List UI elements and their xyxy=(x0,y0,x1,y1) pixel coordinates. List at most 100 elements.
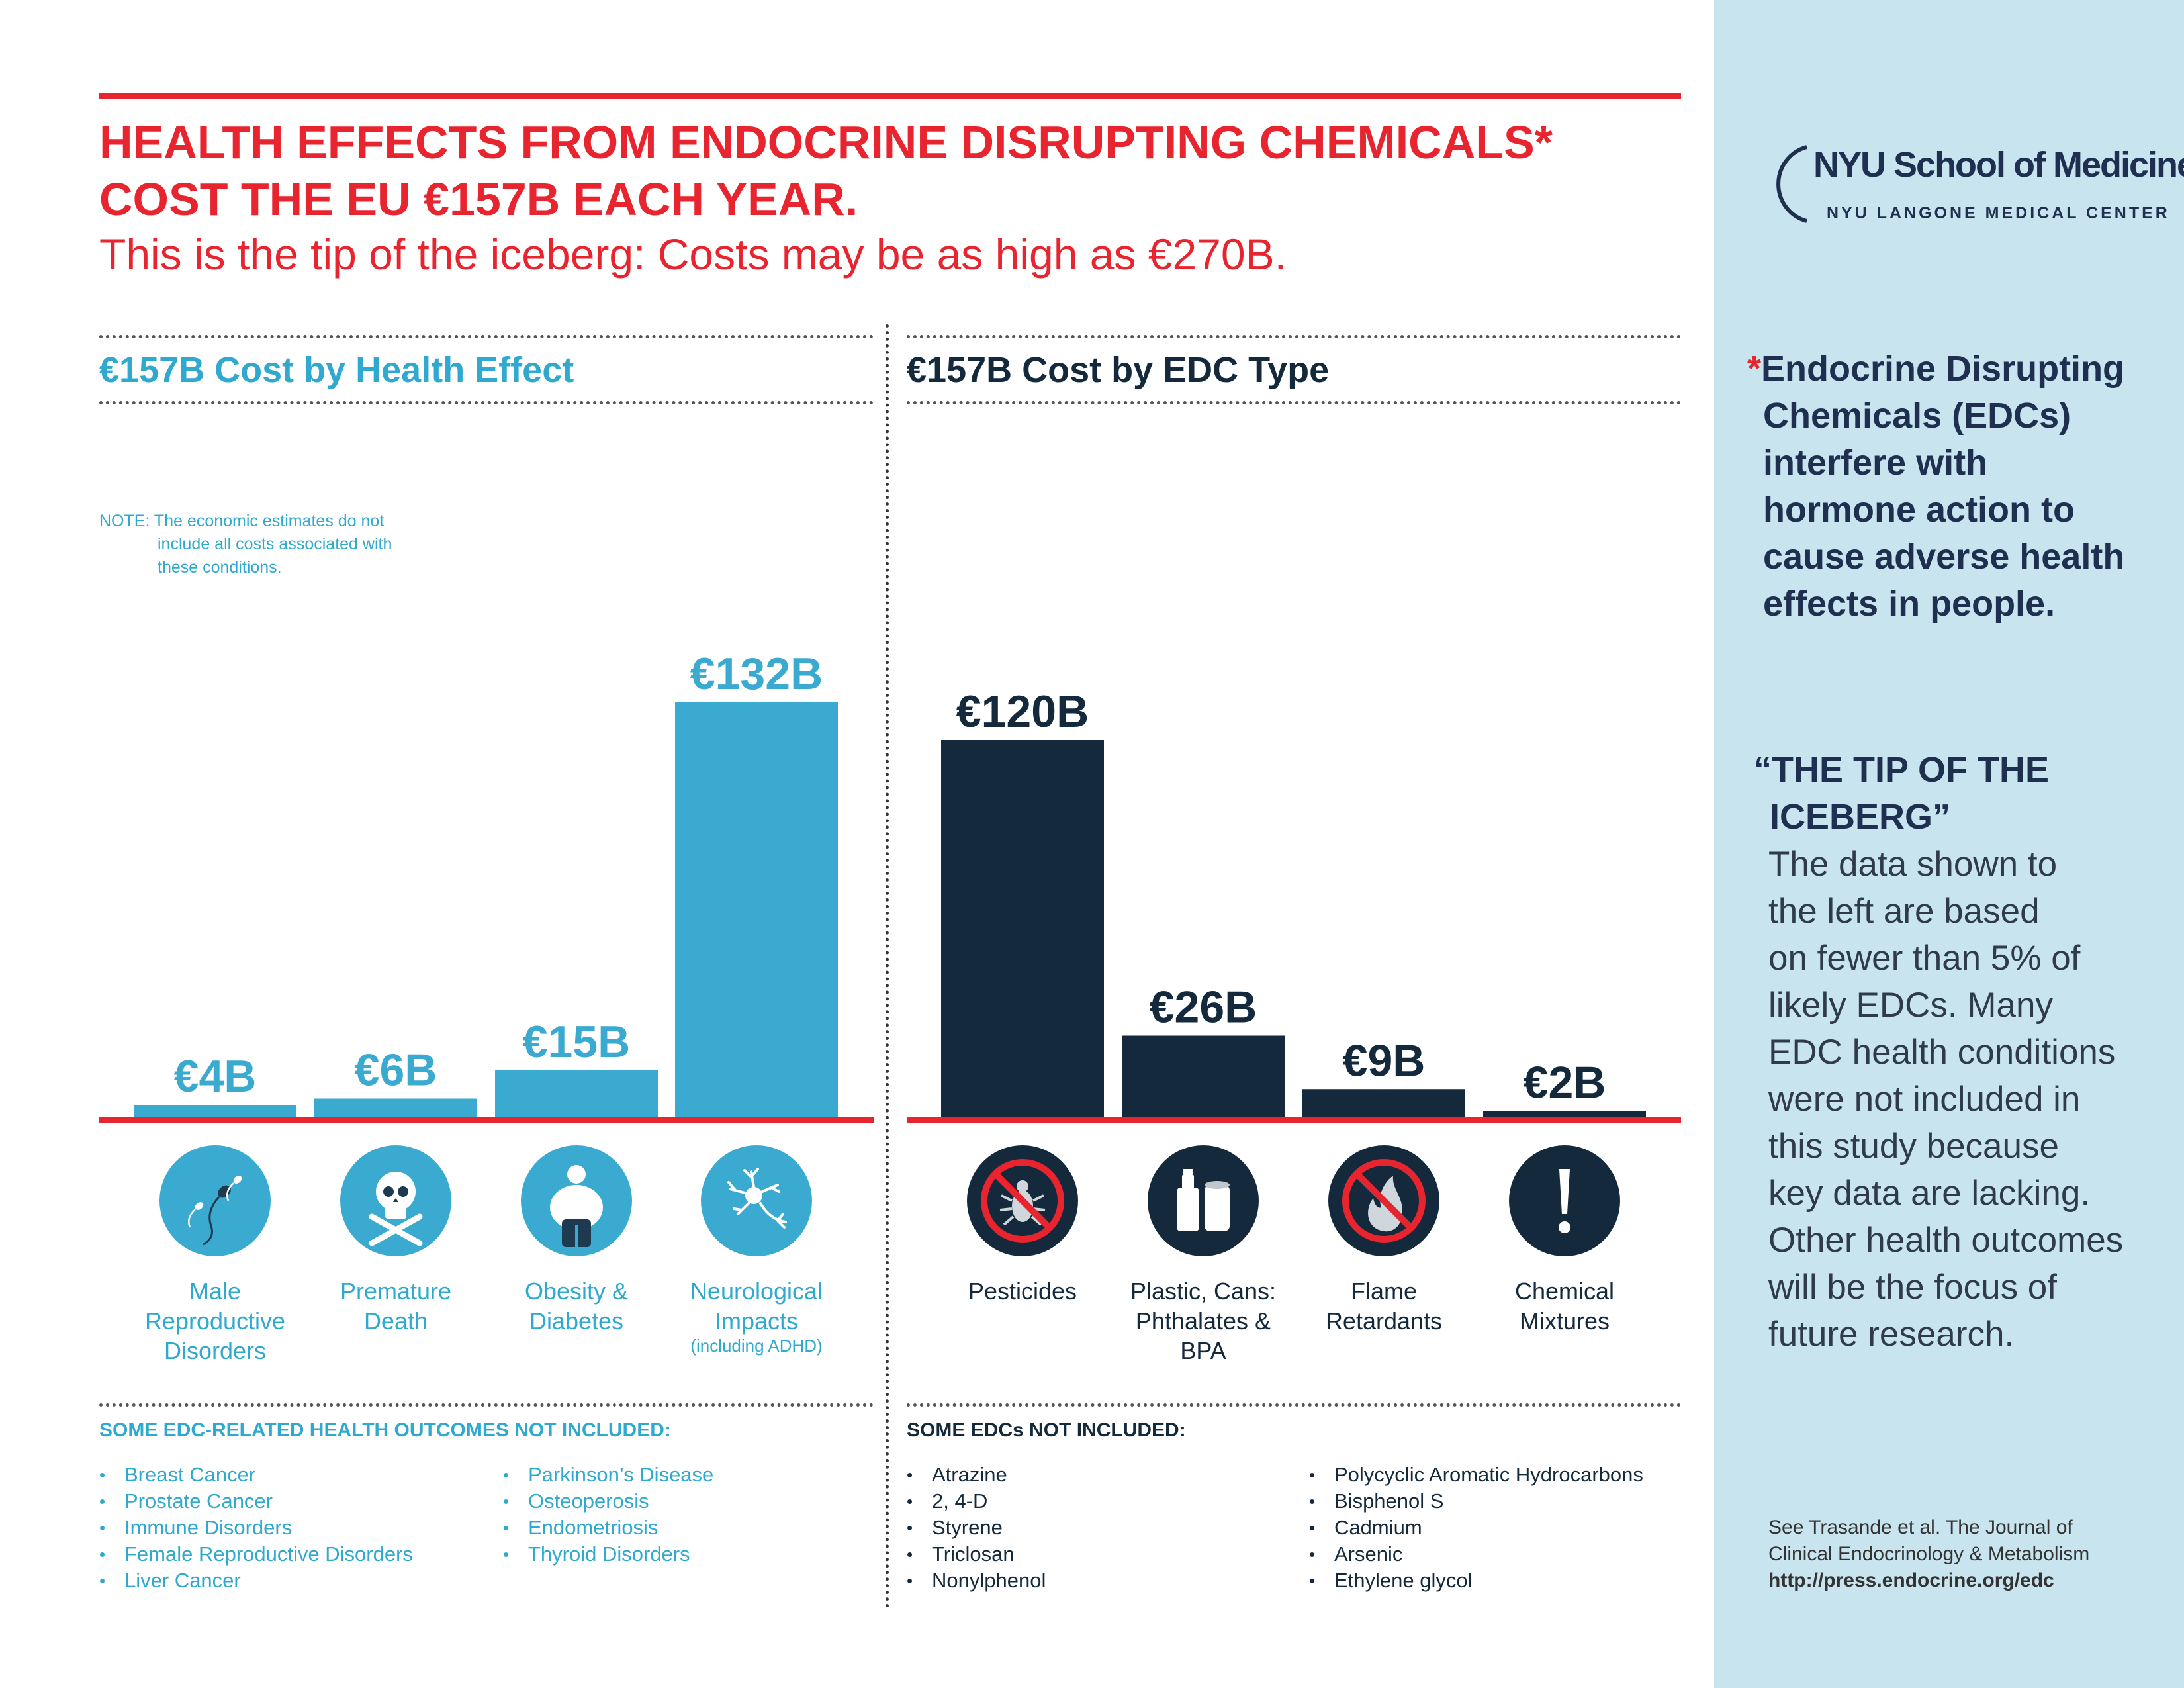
tip-body-line: will be the focus of xyxy=(1768,1268,2058,1307)
logo-name: NYU School of Medicine xyxy=(1813,145,2184,185)
list-item: Endometriosis xyxy=(503,1515,713,1541)
edc-definition: *Endocrine Disrupting Chemicals (EDCs) int… xyxy=(1747,346,2171,628)
reference-link[interactable]: http://press.endocrine.org/edc xyxy=(1768,1570,2054,1591)
category-label: Chemical Mixtures xyxy=(1479,1276,1651,1336)
tip-body-line: were not included in xyxy=(1768,1080,2081,1119)
list-item: Female Reproductive Disorders xyxy=(99,1541,413,1568)
list-item: Prostate Cancer xyxy=(99,1488,413,1515)
category-label-line: Reproductive xyxy=(144,1307,286,1335)
definition-line: interfere with xyxy=(1763,443,1988,483)
category-label-line: Diabetes xyxy=(529,1307,624,1335)
category-label: Pesticides xyxy=(936,1276,1109,1306)
list-item: Triclosan xyxy=(907,1541,1046,1568)
list-item: Parkinson’s Disease xyxy=(503,1462,713,1488)
chart-note: NOTE: The economic estimates do not incl… xyxy=(99,510,457,579)
list-item: 2, 4-D xyxy=(907,1488,1046,1515)
list-item: Liver Cancer xyxy=(99,1568,413,1594)
bar-1-0 xyxy=(941,740,1104,1117)
list-item: Nonylphenol xyxy=(907,1568,1046,1594)
health-chart-title: €157B Cost by Health Effect xyxy=(99,350,574,390)
list-item: Breast Cancer xyxy=(99,1462,413,1488)
category-label-line: Male xyxy=(189,1278,242,1305)
category-label-note: (including ADHD) xyxy=(690,1336,823,1356)
category-label: Neurological Impacts (including ADHD) xyxy=(670,1276,842,1356)
category-label: Premature Death xyxy=(310,1276,482,1336)
skull-crossbones-icon xyxy=(340,1145,451,1260)
tip-body-line: future research. xyxy=(1768,1315,2015,1354)
note-line2: include all costs associated with xyxy=(158,535,392,553)
edc-not-included-list-2: Polycyclic Aromatic HydrocarbonsBispheno… xyxy=(1309,1462,1643,1594)
nyu-logo: NYU School of Medicine NYU LANGONE MEDIC… xyxy=(1760,138,2184,230)
exclamation-icon xyxy=(1509,1145,1620,1260)
baseline-0 xyxy=(99,1117,874,1123)
category-label-line: Pesticides xyxy=(968,1278,1077,1305)
category-label-line: Obesity & xyxy=(524,1278,629,1305)
tip-body-line: The data shown to xyxy=(1768,845,2058,884)
edc-not-included-title: SOME EDCs NOT INCLUDED: xyxy=(907,1419,1186,1441)
section-rule-left-bottom xyxy=(99,401,874,404)
sperm-icon xyxy=(159,1145,271,1260)
sidebar-panel xyxy=(1714,0,2184,1688)
tip-body-line: Other health outcomes xyxy=(1768,1221,2124,1260)
reference-line1: See Trasande et al. The Journal of xyxy=(1768,1517,2073,1538)
category-label-line: BPA xyxy=(1180,1337,1226,1364)
list-item: Osteoperosis xyxy=(503,1488,713,1515)
category-label-line: Flame xyxy=(1350,1278,1418,1305)
list-item: Arsenic xyxy=(1309,1541,1643,1568)
list-item: Styrene xyxy=(907,1515,1046,1541)
bottle-can-icon xyxy=(1148,1145,1259,1260)
tip-title-line1: “THE TIP OF THE xyxy=(1754,750,2050,790)
edc-chart-title: €157B Cost by EDC Type xyxy=(907,350,1330,390)
list-item: Immune Disorders xyxy=(99,1515,413,1541)
category-label: Flame Retardants xyxy=(1298,1276,1470,1336)
no-fire-icon xyxy=(1328,1145,1439,1260)
category-label: Plastic, Cans: Phthalates & BPA xyxy=(1117,1276,1289,1366)
tip-body-line: key data are lacking. xyxy=(1768,1174,2091,1213)
list-item: Atrazine xyxy=(907,1462,1046,1488)
no-bug-icon xyxy=(967,1145,1078,1260)
definition-line: effects in people. xyxy=(1763,584,2056,624)
bar-value-label: €26B xyxy=(1150,982,1257,1033)
tip-body-line: EDC health conditions xyxy=(1768,1033,2116,1072)
list-item: Ethylene glycol xyxy=(1309,1568,1643,1594)
category-label-line: Death xyxy=(363,1307,428,1335)
list-rule-right xyxy=(907,1403,1681,1407)
bar-1-2 xyxy=(1302,1089,1465,1117)
health-not-included-list-2: Parkinson’s DiseaseOsteoperosisEndometri… xyxy=(503,1462,713,1568)
list-rule-left xyxy=(99,1403,874,1407)
definition-asterisk: * xyxy=(1747,349,1762,389)
bar-value-label: €6B xyxy=(355,1045,437,1096)
bar-1-3 xyxy=(1483,1111,1646,1117)
definition-line: Chemicals (EDCs) xyxy=(1763,396,2071,436)
definition-line: hormone action to xyxy=(1763,490,2075,530)
tip-title-line2: ICEBERG” xyxy=(1770,797,1951,837)
bar-0-2 xyxy=(495,1070,658,1117)
tip-body-line: this study because xyxy=(1768,1127,2059,1166)
logo-arc-icon xyxy=(1776,145,1807,223)
section-rule-right-bottom xyxy=(907,401,1681,404)
tip-body-line: on fewer than 5% of xyxy=(1768,939,2081,978)
bar-value-label: €132B xyxy=(690,649,823,699)
tip-body-line: likely EDCs. Many xyxy=(1768,986,2053,1025)
category-label-line: Mixtures xyxy=(1519,1307,1610,1335)
list-item: Polycyclic Aromatic Hydrocarbons xyxy=(1309,1462,1643,1488)
definition-line: cause adverse health xyxy=(1763,537,2125,577)
category-label-line: Disorders xyxy=(163,1337,267,1364)
list-item: Cadmium xyxy=(1309,1515,1643,1541)
category-label-line: Plastic, Cans: xyxy=(1130,1278,1277,1305)
neuron-icon xyxy=(701,1145,812,1260)
section-rule-right-top xyxy=(907,335,1681,338)
bar-value-label: €120B xyxy=(956,686,1089,737)
category-label-line: Phthalates & xyxy=(1135,1307,1271,1335)
category-label-line: Neurological xyxy=(690,1278,823,1305)
reference: See Trasande et al. The Journal of Clini… xyxy=(1768,1515,2165,1594)
subheadline: This is the tip of the iceberg: Costs ma… xyxy=(99,230,1287,279)
bar-0-3 xyxy=(675,702,838,1117)
bar-value-label: €2B xyxy=(1524,1058,1606,1108)
obese-person-icon xyxy=(521,1145,632,1260)
panel-divider xyxy=(886,324,889,1609)
section-rule-left-top xyxy=(99,335,874,338)
headline-line2: COST THE EU €157B EACH YEAR. xyxy=(99,173,858,225)
bar-value-label: €9B xyxy=(1343,1035,1426,1086)
